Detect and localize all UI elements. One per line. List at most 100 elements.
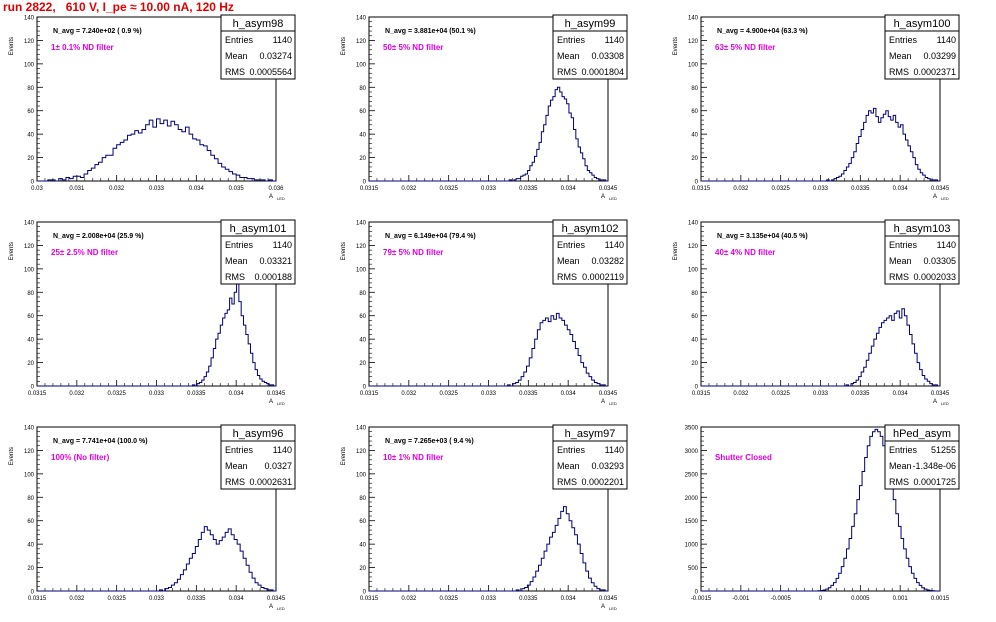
stats-title: h_asym100: [894, 18, 951, 30]
stats-title: h_asym97: [565, 428, 616, 440]
x-tick-label: 0.0345: [931, 391, 950, 397]
x-tick-label: 0.0325: [771, 391, 790, 397]
y-tick-label: 0: [363, 590, 367, 596]
stats-value: 0.03293: [591, 461, 624, 471]
x-tick-label: 0.034: [893, 186, 909, 192]
x-tick-label: 0.034: [229, 596, 245, 602]
x-tick-label: 0.032: [733, 186, 749, 192]
stats-key: Mean: [557, 51, 580, 61]
y-axis-label: Events: [9, 37, 15, 55]
y-tick-label: 0: [31, 590, 35, 596]
x-tick-label: 0: [819, 596, 823, 602]
stats-value: 0.0005564: [249, 67, 292, 77]
y-tick-label: 140: [24, 426, 35, 432]
x-tick-label: 0.032: [733, 391, 749, 397]
y-tick-label: 140: [356, 426, 367, 432]
y-tick-label: 40: [359, 338, 366, 344]
y-tick-label: 60: [691, 109, 698, 115]
filter-label: 79± 5% ND filter: [383, 248, 443, 257]
y-axis-label: Events: [673, 37, 679, 55]
stats-value: 1140: [605, 35, 624, 45]
stats-key: Mean: [557, 461, 580, 471]
stats-key: RMS: [557, 272, 577, 282]
y-tick-label: 120: [24, 449, 35, 455]
x-tick-label: 0.035: [229, 186, 245, 192]
stats-key: Mean: [225, 461, 248, 471]
y-tick-label: 60: [359, 109, 366, 115]
navg-label: N_avg = 2.008e+04 (25.9 %): [53, 233, 144, 240]
y-tick-label: 20: [691, 361, 698, 367]
y-tick-label: 120: [356, 449, 367, 455]
x-tick-label: 0.0335: [187, 391, 206, 397]
histogram-panel-h_asym100: 0 20 40 60 80 100 120 140 0.0315 0.032 0.0325 0.033…: [673, 14, 960, 201]
x-tick-label: 0.034: [189, 186, 205, 192]
x-axis-label: A: [601, 194, 605, 200]
x-tick-label: 0.033: [481, 186, 497, 192]
navg-label: N_avg = 7.240e+02 ( 0.9 %): [53, 28, 142, 35]
y-tick-label: 120: [24, 244, 35, 250]
x-tick-label: 0.033: [481, 391, 497, 397]
stats-value: 0.0002631: [249, 477, 292, 487]
x-tick-label: 0.0345: [267, 596, 286, 602]
x-axis-label: A: [269, 194, 273, 200]
x-axis-label-subscript: LED: [277, 196, 285, 201]
y-tick-label: 20: [691, 156, 698, 162]
stats-key: Mean: [889, 256, 912, 266]
y-tick-label: 40: [359, 133, 366, 139]
y-tick-label: 20: [359, 156, 366, 162]
x-tick-label: 0.033: [813, 391, 829, 397]
stats-box: [552, 424, 628, 490]
stats-key: RMS: [889, 272, 909, 282]
x-tick-label: 0.034: [561, 186, 577, 192]
histogram-line: [701, 428, 940, 592]
x-axis-label: A: [601, 399, 605, 405]
y-axis-label: Events: [341, 242, 347, 260]
stats-box: [884, 14, 960, 80]
stats-key: RMS: [225, 477, 245, 487]
y-tick-label: 100: [356, 62, 367, 68]
x-tick-label: 0.032: [401, 186, 417, 192]
histogram-line: [37, 118, 276, 182]
stats-key: Entries: [225, 35, 254, 45]
filter-label: 100% (No filter): [51, 453, 110, 462]
x-tick-label: 0.034: [893, 391, 909, 397]
stats-value: 0.03299: [923, 51, 956, 61]
y-tick-label: 80: [359, 86, 366, 92]
navg-label: N_avg = 4.900e+04 (63.3 %): [717, 28, 808, 35]
y-tick-label: 3000: [685, 449, 699, 455]
y-tick-label: 140: [688, 16, 699, 22]
x-tick-label: 0.0325: [439, 391, 458, 397]
stats-value: 51255: [931, 445, 956, 455]
stats-box: [884, 424, 960, 490]
x-tick-label: 0.0325: [439, 186, 458, 192]
x-axis-label-subscript: LED: [941, 196, 949, 201]
histogram-line: [369, 506, 608, 592]
y-tick-label: 0: [695, 590, 699, 596]
stats-value: -1.348e-06: [912, 461, 956, 471]
x-axis-label: A: [269, 399, 273, 405]
histogram-panel-h_asym102: 0 20 40 60 80 100 120 140 0.0315 0.032 0.0325 0.033…: [341, 219, 628, 406]
y-tick-label: 100: [24, 472, 35, 478]
x-tick-label: 0.036: [268, 186, 284, 192]
x-axis-label: A: [933, 399, 937, 405]
x-tick-label: 0.033: [149, 596, 165, 602]
y-tick-label: 60: [691, 314, 698, 320]
stats-value: 1140: [605, 240, 624, 250]
y-tick-label: 120: [24, 39, 35, 45]
x-tick-label: 0.0315: [28, 596, 47, 602]
histogram-line: [701, 107, 940, 182]
x-tick-label: 0.034: [561, 596, 577, 602]
y-tick-label: 60: [27, 314, 34, 320]
histogram-panel-hPed_asym: 0 500 1000 1500 2000 2500 3000 3500 -0.0015 -0.00…: [685, 424, 960, 602]
histogram-panel-h_asym101: 0 20 40 60 80 100 120 140 0.0315 0.032 0.0325 0.033…: [9, 219, 296, 406]
y-tick-label: 0: [695, 180, 699, 186]
filter-label: Shutter Closed: [715, 453, 772, 462]
stats-key: RMS: [889, 477, 909, 487]
stats-value: 1140: [273, 35, 292, 45]
y-tick-label: 40: [691, 133, 698, 139]
y-tick-label: 0: [695, 385, 699, 391]
stats-key: Entries: [557, 240, 586, 250]
stats-title: h_asym98: [233, 18, 284, 30]
stats-key: Mean: [225, 256, 248, 266]
